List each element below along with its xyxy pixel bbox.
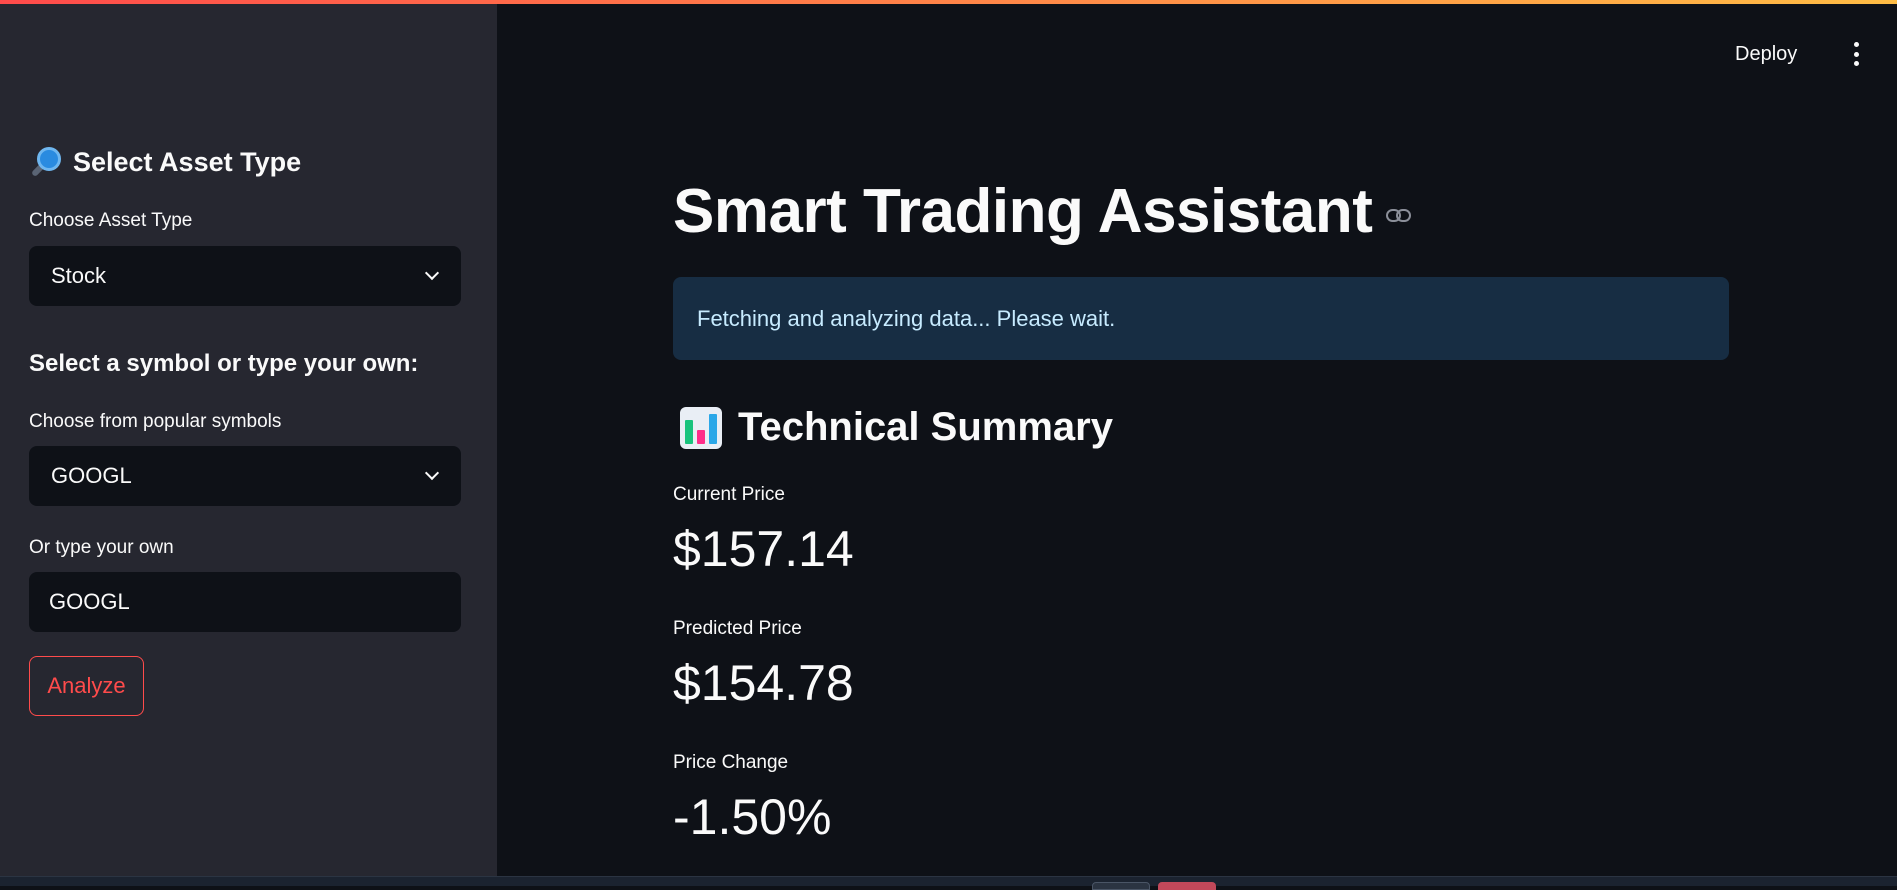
technical-summary-heading-text: Technical Summary xyxy=(738,405,1113,449)
popular-symbols-label: Choose from popular symbols xyxy=(29,411,282,432)
price-change-label: Price Change xyxy=(673,752,789,773)
popular-symbols-value: GOOGL xyxy=(51,463,132,488)
current-price-value: $157.14 xyxy=(673,521,854,577)
sidebar: Select Asset Type Choose Asset Type Stoc… xyxy=(0,0,497,876)
predicted-price-label: Predicted Price xyxy=(673,618,802,639)
chevron-down-icon xyxy=(424,465,440,481)
bar-chart-icon xyxy=(680,406,722,449)
predicted-price-value: $154.78 xyxy=(673,655,854,711)
deploy-button[interactable]: Deploy xyxy=(1735,36,1797,72)
popular-symbols-select[interactable]: GOOGL xyxy=(29,446,461,506)
asset-type-select[interactable]: Stock xyxy=(29,246,461,306)
vertical-ellipsis-icon[interactable] xyxy=(1850,42,1862,66)
current-price-label: Current Price xyxy=(673,484,785,505)
page-title: Smart Trading Assistant xyxy=(673,176,1412,247)
sidebar-heading-text: Select Asset Type xyxy=(73,146,302,177)
chevron-down-icon xyxy=(424,265,440,281)
bottom-taskbar-strip xyxy=(0,876,1897,886)
symbol-heading: Select a symbol or type your own: xyxy=(29,350,419,377)
custom-symbol-label: Or type your own xyxy=(29,537,174,558)
info-alert: Fetching and analyzing data... Please wa… xyxy=(673,277,1729,360)
technical-summary-heading: Technical Summary xyxy=(680,405,1113,450)
top-decoration-bar xyxy=(0,0,1897,4)
main-content xyxy=(497,0,1897,876)
asset-type-label: Choose Asset Type xyxy=(29,210,193,231)
info-alert-text: Fetching and analyzing data... Please wa… xyxy=(697,305,1116,331)
link-icon[interactable] xyxy=(1386,208,1412,223)
taskbar-button[interactable] xyxy=(1092,882,1150,890)
analyze-button[interactable]: Analyze xyxy=(29,656,144,716)
taskbar-button[interactable] xyxy=(1158,882,1216,890)
price-change-value: -1.50% xyxy=(673,789,832,845)
asset-type-value: Stock xyxy=(51,263,107,288)
custom-symbol-input[interactable] xyxy=(29,572,461,632)
magnifying-glass-icon xyxy=(29,145,63,179)
sidebar-heading: Select Asset Type xyxy=(29,145,301,179)
page-title-text: Smart Trading Assistant xyxy=(673,177,1373,246)
